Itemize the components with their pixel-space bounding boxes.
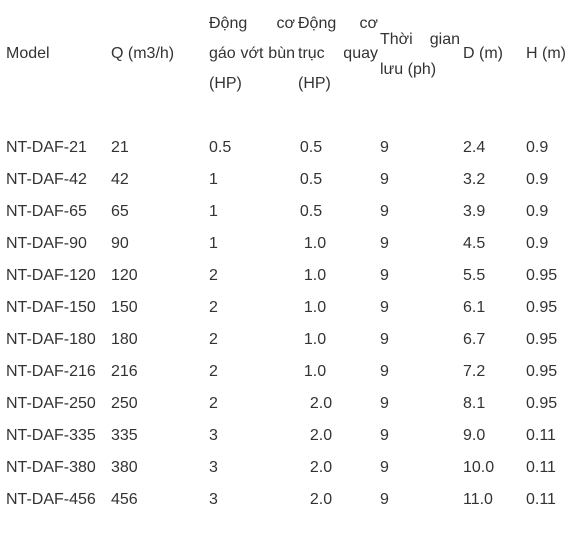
value-cell: 0.11 bbox=[526, 459, 556, 476]
value-cell: 0.9 bbox=[526, 139, 549, 156]
value-cell: 0.9 bbox=[526, 235, 549, 252]
value-cell: 0.9 bbox=[526, 171, 549, 188]
value-cell: 1.0 bbox=[303, 331, 327, 348]
model-cell: NT-DAF-380 bbox=[6, 459, 96, 476]
value-cell: 9 bbox=[380, 267, 389, 284]
value-cell: 3.2 bbox=[463, 171, 486, 188]
model-cell: NT-DAF-250 bbox=[6, 395, 96, 412]
value-cell: 9 bbox=[380, 139, 389, 156]
header-cell: Q (m3/h) bbox=[111, 45, 175, 62]
value-cell: 9 bbox=[380, 235, 389, 252]
header-cell: D (m) bbox=[463, 45, 503, 62]
value-cell: 10.0 bbox=[463, 459, 495, 476]
value-cell: 9 bbox=[380, 459, 389, 476]
model-cell: NT-DAF-90 bbox=[6, 235, 87, 252]
value-cell: 7.2 bbox=[463, 363, 486, 380]
value-cell: 180 bbox=[111, 331, 138, 348]
value-cell: 9 bbox=[380, 203, 389, 220]
value-cell: 2 bbox=[209, 299, 218, 316]
header-cell: Model bbox=[6, 45, 50, 62]
value-cell: 9 bbox=[380, 491, 389, 508]
model-cell: NT-DAF-335 bbox=[6, 427, 96, 444]
model-cell: NT-DAF-42 bbox=[6, 171, 87, 188]
value-cell: 250 bbox=[111, 395, 138, 412]
value-cell: 216 bbox=[111, 363, 138, 380]
value-cell: 2 bbox=[209, 395, 218, 412]
value-cell: 9 bbox=[380, 363, 389, 380]
value-cell: 1.0 bbox=[303, 235, 327, 252]
value-cell: 1.0 bbox=[303, 363, 327, 380]
value-cell: 9 bbox=[380, 427, 389, 444]
value-cell: 9 bbox=[380, 171, 389, 188]
value-cell: 2.0 bbox=[309, 491, 333, 508]
model-cell: NT-DAF-216 bbox=[6, 363, 96, 380]
value-cell: 3 bbox=[209, 459, 218, 476]
value-cell: 0.11 bbox=[526, 491, 556, 508]
value-cell: 6.1 bbox=[463, 299, 486, 316]
value-cell: 335 bbox=[111, 427, 138, 444]
value-cell: 456 bbox=[111, 491, 138, 508]
value-cell: 1 bbox=[209, 171, 218, 188]
model-cell: NT-DAF-21 bbox=[6, 139, 87, 156]
value-cell: 8.1 bbox=[463, 395, 486, 412]
value-cell: 3.9 bbox=[463, 203, 486, 220]
value-cell: 2 bbox=[209, 331, 218, 348]
value-cell: 65 bbox=[111, 203, 129, 220]
header-cell: Động cơ gáo vớt bùn (HP) bbox=[209, 15, 295, 92]
value-cell: 2.0 bbox=[309, 427, 333, 444]
model-cell: NT-DAF-150 bbox=[6, 299, 96, 316]
header-cell: Động cơ trục quay (HP) bbox=[298, 15, 378, 92]
value-cell: 1.0 bbox=[303, 267, 327, 284]
value-cell: 1 bbox=[209, 203, 218, 220]
value-cell: 6.7 bbox=[463, 331, 486, 348]
value-cell: 9.0 bbox=[463, 427, 486, 444]
value-cell: 150 bbox=[111, 299, 138, 316]
value-cell: 0.5 bbox=[209, 139, 232, 156]
value-cell: 2.4 bbox=[463, 139, 486, 156]
value-cell: 0.5 bbox=[299, 139, 323, 156]
value-cell: 1.0 bbox=[303, 299, 327, 316]
value-cell: 9 bbox=[380, 299, 389, 316]
value-cell: 0.95 bbox=[526, 331, 558, 348]
value-cell: 0.5 bbox=[299, 203, 323, 220]
value-cell: 120 bbox=[111, 267, 138, 284]
value-cell: 9 bbox=[380, 331, 389, 348]
model-cell: NT-DAF-180 bbox=[6, 331, 96, 348]
value-cell: 3 bbox=[209, 427, 218, 444]
value-cell: 1 bbox=[209, 235, 218, 252]
value-cell: 11.0 bbox=[463, 491, 493, 508]
header-cell: H (m) bbox=[526, 45, 566, 62]
value-cell: 90 bbox=[111, 235, 129, 252]
value-cell: 2 bbox=[209, 363, 218, 380]
model-cell: NT-DAF-456 bbox=[6, 491, 96, 508]
value-cell: 42 bbox=[111, 171, 129, 188]
value-cell: 3 bbox=[209, 491, 218, 508]
value-cell: 4.5 bbox=[463, 235, 486, 252]
value-cell: 0.95 bbox=[526, 395, 558, 412]
value-cell: 5.5 bbox=[463, 267, 486, 284]
model-cell: NT-DAF-65 bbox=[6, 203, 87, 220]
header-cell: Thời gian lưu (ph) bbox=[380, 31, 460, 78]
model-cell: NT-DAF-120 bbox=[6, 267, 96, 284]
value-cell: 0.9 bbox=[526, 203, 549, 220]
value-cell: 0.95 bbox=[526, 363, 558, 380]
value-cell: 9 bbox=[380, 395, 389, 412]
value-cell: 2.0 bbox=[309, 395, 333, 412]
value-cell: 2 bbox=[209, 267, 218, 284]
value-cell: 380 bbox=[111, 459, 138, 476]
value-cell: 0.95 bbox=[526, 267, 558, 284]
value-cell: 0.95 bbox=[526, 299, 558, 316]
value-cell: 2.0 bbox=[309, 459, 333, 476]
value-cell: 0.5 bbox=[299, 171, 323, 188]
value-cell: 0.11 bbox=[526, 427, 556, 444]
value-cell: 21 bbox=[111, 139, 129, 156]
